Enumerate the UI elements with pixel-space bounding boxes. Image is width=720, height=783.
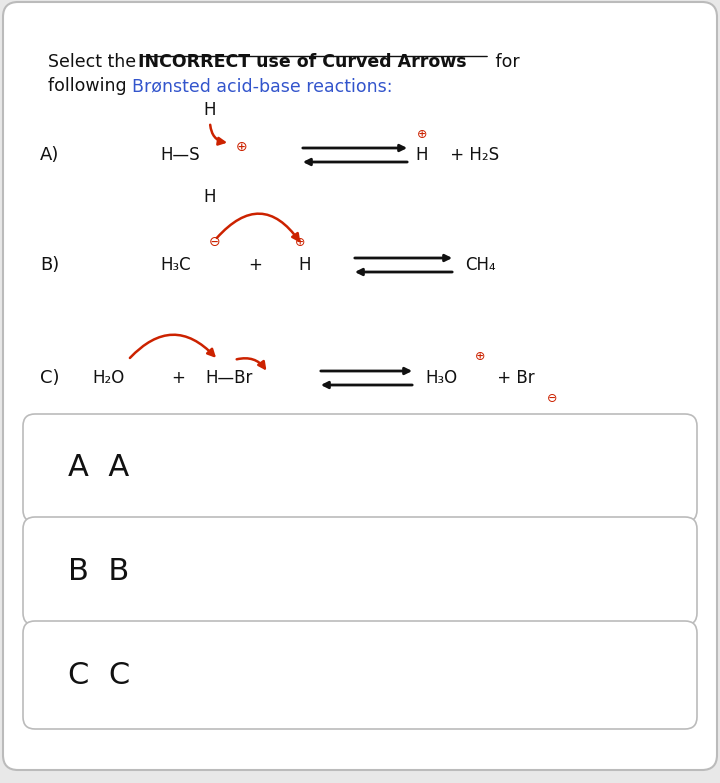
Text: Select the: Select the (48, 53, 142, 71)
Text: ⊖: ⊖ (210, 235, 221, 249)
Text: + Br: + Br (492, 369, 535, 387)
Text: ⊕: ⊕ (474, 349, 485, 363)
Text: CH₄: CH₄ (465, 256, 495, 274)
Text: ⊖: ⊖ (546, 392, 557, 405)
Text: A  A: A A (68, 453, 130, 482)
Text: ⊕: ⊕ (236, 140, 248, 154)
Text: H: H (204, 188, 216, 206)
Text: H—S: H—S (160, 146, 199, 164)
Text: A): A) (40, 146, 59, 164)
Text: H₂O: H₂O (92, 369, 125, 387)
Text: H: H (204, 101, 216, 119)
FancyBboxPatch shape (23, 414, 697, 522)
Text: H—Br: H—Br (205, 369, 253, 387)
Text: H₃C: H₃C (160, 256, 191, 274)
Text: for: for (490, 53, 520, 71)
Text: following: following (48, 77, 132, 95)
Text: C  C: C C (68, 661, 130, 690)
Text: B): B) (40, 256, 59, 274)
Text: B  B: B B (68, 557, 130, 586)
Text: Brønsted acid-base reactions:: Brønsted acid-base reactions: (132, 77, 392, 95)
Text: +: + (248, 256, 262, 274)
Text: INCORRECT use of Curved Arrows: INCORRECT use of Curved Arrows (138, 53, 467, 71)
FancyBboxPatch shape (23, 517, 697, 625)
Text: H₃O: H₃O (425, 369, 457, 387)
FancyBboxPatch shape (3, 2, 717, 770)
FancyBboxPatch shape (23, 621, 697, 729)
Text: ⊕: ⊕ (417, 128, 427, 142)
Text: ⊕: ⊕ (294, 236, 305, 248)
Text: C): C) (40, 369, 60, 387)
Text: H: H (415, 146, 428, 164)
Text: + H₂S: + H₂S (445, 146, 499, 164)
Text: +: + (171, 369, 185, 387)
Text: H: H (298, 256, 310, 274)
